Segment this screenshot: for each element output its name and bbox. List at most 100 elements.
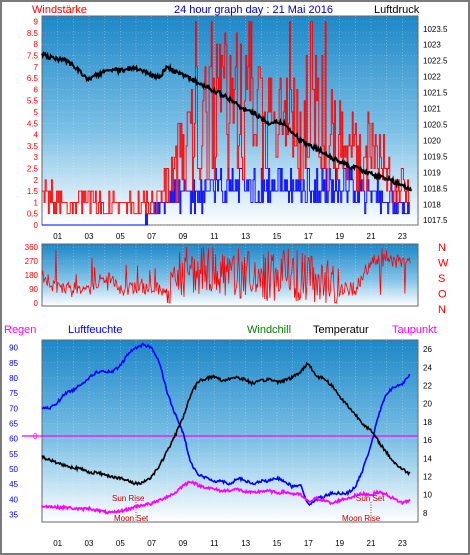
wind-tick-label: 0.5 xyxy=(27,210,39,219)
hour-tick-label: 17 xyxy=(304,539,313,548)
legend-humidity: Luftfeuchte xyxy=(68,324,122,336)
tick-labels: 00.511.522.533.544.555.566.577.588.59101… xyxy=(9,18,448,548)
compass-label: W xyxy=(438,258,449,270)
wind-tick-label: 7.5 xyxy=(27,52,39,61)
wind-tick-label: 8.5 xyxy=(27,29,39,38)
wind-tick-label: 9 xyxy=(34,18,39,27)
pressure-tick-label: 1020 xyxy=(423,136,441,145)
wind-tick-label: 2.5 xyxy=(27,165,39,174)
hour-tick-label: 17 xyxy=(304,232,313,241)
wind-axis-label: Windstärke xyxy=(32,4,87,16)
rain-zero-label: 0 xyxy=(33,432,38,441)
temperature-tick-label: 12 xyxy=(423,473,432,482)
humidity-tick-label: 60 xyxy=(9,435,18,444)
compass-label: S xyxy=(438,273,445,285)
hour-tick-label: 21 xyxy=(367,539,376,548)
wind-tick-label: 6 xyxy=(34,85,39,94)
wind-tick-label: 4 xyxy=(34,131,39,140)
humidity-tick-label: 75 xyxy=(9,389,18,398)
pressure-tick-label: 1023 xyxy=(423,41,441,50)
wind-tick-label: 2 xyxy=(34,176,39,185)
humidity-tick-label: 45 xyxy=(9,480,18,489)
humidity-tick-label: 90 xyxy=(9,344,18,353)
hour-tick-label: 11 xyxy=(210,232,219,241)
temperature-tick-label: 14 xyxy=(423,454,432,463)
humidity-tick-label: 55 xyxy=(9,450,18,459)
temperature-tick-label: 24 xyxy=(423,363,432,372)
wind-direction-series xyxy=(41,246,411,304)
humidity-tick-label: 80 xyxy=(9,374,18,383)
wind-tick-label: 1.5 xyxy=(27,187,39,196)
pressure-series xyxy=(41,51,412,192)
wind-direction-plot-area xyxy=(41,243,419,307)
hour-tick-label: 09 xyxy=(179,232,188,241)
humidity-tick-label: 50 xyxy=(9,465,18,474)
hour-tick-label: 15 xyxy=(273,232,282,241)
temperature-tick-label: 8 xyxy=(423,509,428,518)
hour-tick-label: 11 xyxy=(210,539,219,548)
gust-series xyxy=(42,168,410,226)
legend-dewpoint: Taupunkt xyxy=(392,324,437,336)
dewpoint-series xyxy=(41,480,411,515)
hour-tick-label: 23 xyxy=(398,232,407,241)
wind-tick-label: 3.5 xyxy=(27,142,39,151)
wind-tick-label: 5.5 xyxy=(27,97,39,106)
compass-label: N xyxy=(438,242,446,254)
hour-tick-label: 09 xyxy=(179,539,188,548)
humidity-tick-label: 40 xyxy=(9,495,18,504)
direction-tick-label: 0 xyxy=(34,299,39,308)
pressure-tick-label: 1019 xyxy=(423,168,441,177)
grid-lines xyxy=(42,16,418,522)
wind-tick-label: 8 xyxy=(34,40,39,49)
wind-tick-label: 0 xyxy=(34,221,39,230)
direction-tick-label: 270 xyxy=(25,257,39,266)
wind-tick-label: 6.5 xyxy=(27,74,39,83)
hour-tick-label: 07 xyxy=(147,539,156,548)
pressure-tick-label: 1021 xyxy=(423,105,441,114)
hour-tick-label: 01 xyxy=(53,539,62,548)
hour-tick-label: 21 xyxy=(367,232,376,241)
hour-tick-label: 19 xyxy=(335,539,344,548)
pressure-axis-label: Luftdruck xyxy=(374,4,420,16)
temperature-tick-label: 22 xyxy=(423,382,432,391)
temperature-tick-label: 16 xyxy=(423,436,432,445)
pressure-tick-label: 1018 xyxy=(423,200,441,209)
hour-tick-label: 05 xyxy=(116,232,125,241)
chart-marks xyxy=(22,21,418,522)
hour-tick-label: 03 xyxy=(85,232,94,241)
humidity-tick-label: 65 xyxy=(9,419,18,428)
hour-tick-label: 19 xyxy=(335,232,344,241)
temperature-tick-label: 26 xyxy=(423,345,432,354)
temperature-tick-label: 10 xyxy=(423,491,432,500)
legend-temperature: Temperatur xyxy=(313,324,369,336)
legend-windchill: Windchill xyxy=(247,324,291,336)
moon-rise-label: Moon Rise xyxy=(342,514,381,523)
direction-tick-label: 180 xyxy=(25,271,39,280)
wind-tick-label: 5 xyxy=(34,108,39,117)
wind-tick-label: 1 xyxy=(34,198,39,207)
hour-tick-label: 15 xyxy=(273,539,282,548)
pressure-tick-label: 1023.5 xyxy=(423,25,448,34)
pressure-tick-label: 1021.5 xyxy=(423,89,448,98)
temp-humidity-plot-area xyxy=(41,339,419,523)
sun-set-label: Sun Set xyxy=(356,494,385,503)
hour-tick-label: 05 xyxy=(116,539,125,548)
compass-label: O xyxy=(438,289,447,301)
temperature-tick-label: 20 xyxy=(423,400,432,409)
moon-set-label: Moon Set xyxy=(114,514,149,523)
humidity-tick-label: 70 xyxy=(9,404,18,413)
hour-tick-label: 07 xyxy=(147,232,156,241)
wind-speed-series xyxy=(42,21,411,215)
hour-tick-label: 13 xyxy=(241,232,250,241)
compass-label: N xyxy=(438,304,446,316)
pressure-tick-label: 1022 xyxy=(423,73,441,82)
pressure-tick-label: 1019.5 xyxy=(423,152,448,161)
pressure-tick-label: 1022.5 xyxy=(423,57,448,66)
hour-tick-label: 01 xyxy=(53,232,62,241)
hour-tick-label: 23 xyxy=(398,539,407,548)
wind-tick-label: 3 xyxy=(34,153,39,162)
pressure-tick-label: 1020.5 xyxy=(423,120,448,129)
